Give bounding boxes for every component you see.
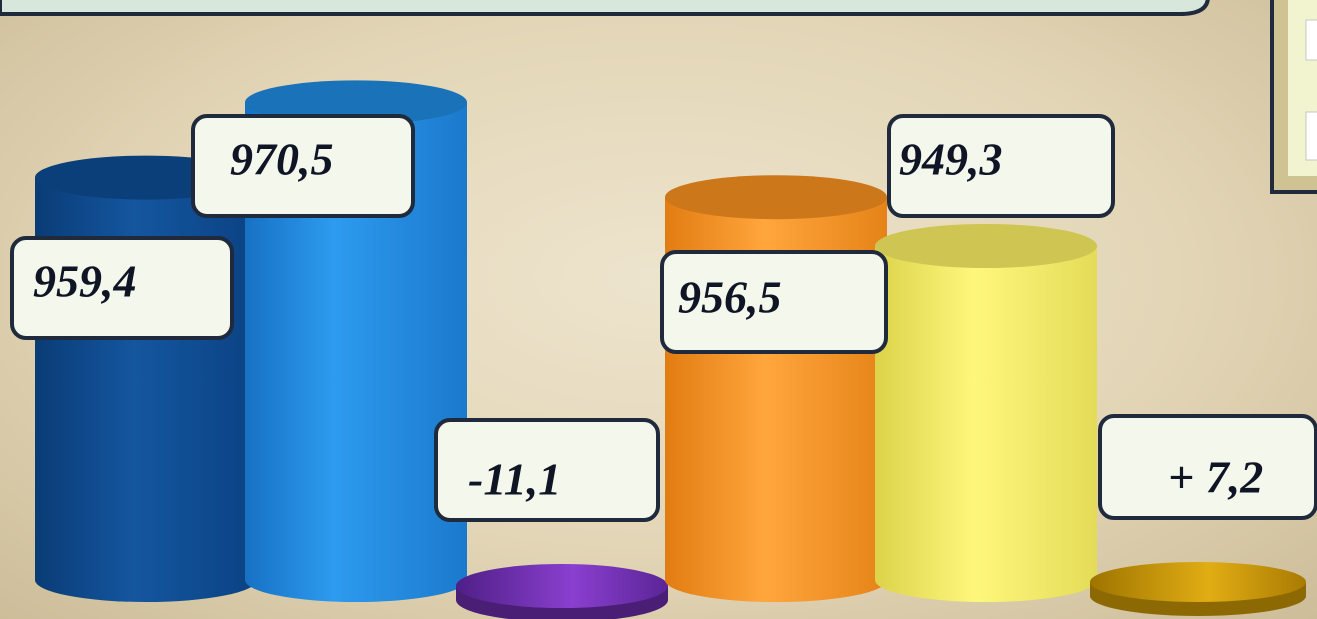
difference-1-label-box: + 7,2 bbox=[1098, 414, 1317, 520]
bar-0-1 bbox=[245, 80, 467, 603]
difference-1-value-label: + 7,2 bbox=[1168, 452, 1263, 503]
difference-0-label-box: -11,1 bbox=[434, 418, 660, 522]
bar-0-0-value-label: 959,4 bbox=[33, 256, 137, 307]
header-panel bbox=[0, 0, 1210, 16]
bar-0-0 bbox=[35, 155, 257, 602]
bar-0-1-value-label: 970,5 bbox=[230, 134, 334, 185]
bar-1-1-value-label: 949,3 bbox=[899, 134, 1003, 185]
difference-0-value-label: -11,1 bbox=[468, 454, 561, 505]
bar-1-0 bbox=[665, 175, 887, 602]
bar-1-1-label-box: 949,3 bbox=[887, 114, 1115, 218]
bar-1-0-label-box: 956,5 bbox=[660, 250, 888, 354]
bar-0-0-label-box: 959,4 bbox=[10, 236, 234, 340]
bar-1-0-value-label: 956,5 bbox=[678, 272, 782, 323]
difference-disc-0 bbox=[456, 564, 668, 619]
difference-disc-1 bbox=[1090, 562, 1306, 616]
bar-0-1-label-box: 970,5 bbox=[191, 114, 415, 218]
legend-frame bbox=[1270, 0, 1317, 194]
bar-1-1 bbox=[875, 223, 1097, 602]
